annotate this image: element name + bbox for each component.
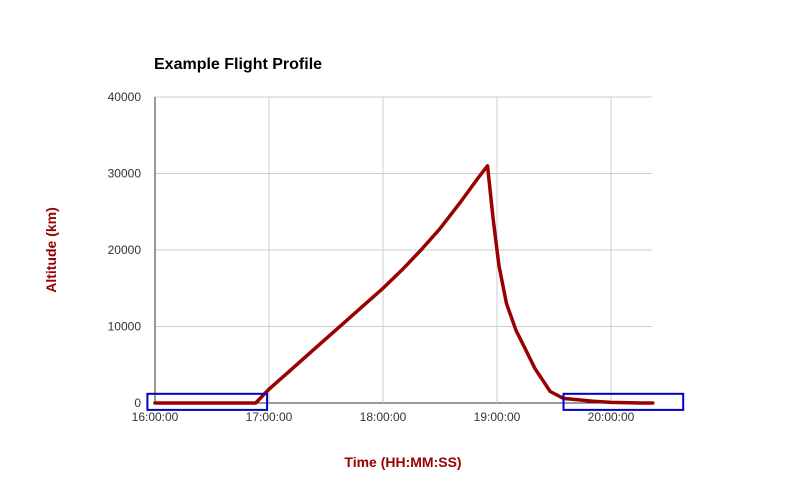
y-tick-label: 10000	[108, 320, 142, 334]
x-tick-label: 17:00:00	[246, 410, 293, 424]
x-tick-label: 18:00:00	[360, 410, 407, 424]
y-tick-label: 20000	[108, 243, 142, 257]
highlight-box	[562, 392, 685, 411]
x-axis-title: Time (HH:MM:SS)	[344, 454, 462, 470]
chart-title: Example Flight Profile	[154, 56, 323, 73]
x-tick-label: 19:00:00	[474, 410, 521, 424]
highlight-box	[146, 392, 269, 411]
x-tick-label: 20:00:00	[588, 410, 635, 424]
y-tick-label: 30000	[108, 167, 142, 181]
y-tick-label: 0	[134, 396, 141, 410]
y-tick-label: 40000	[108, 90, 142, 104]
series-line	[153, 164, 655, 405]
x-tick-label: 16:00:00	[132, 410, 179, 424]
